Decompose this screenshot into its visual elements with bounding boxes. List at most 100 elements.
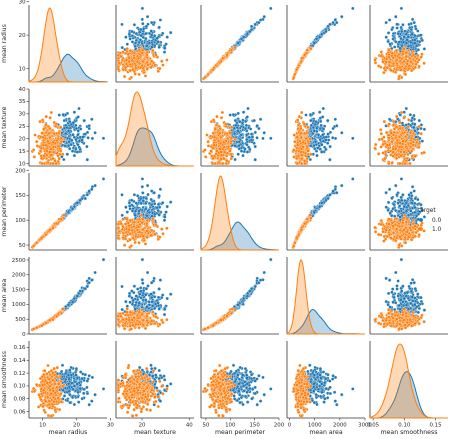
point-0.0-74 [261,136,265,141]
point-1.0-318 [228,149,232,153]
point-1.0-298 [292,75,296,80]
point-0.0-161 [78,127,83,131]
point-0.0-203 [313,139,318,144]
y-tick-label: 10 [19,66,26,72]
point-1.0-245 [379,145,383,149]
point-0.0-210 [75,201,79,205]
point-1.0-292 [40,118,45,122]
point-1.0-304 [141,66,145,70]
point-1.0-332 [51,140,55,145]
point-1.0-347 [145,53,149,57]
point-0.0-125 [255,124,259,128]
point-1.0-341 [419,55,423,59]
point-1.0-351 [212,143,216,147]
point-0.0-177 [72,153,77,158]
point-1.0-299 [117,61,121,65]
point-1.0-315 [35,139,39,144]
point-0.0-205 [66,210,71,215]
point-1.0-311 [306,125,310,129]
point-0.0-204 [139,27,143,32]
point-1.0-351 [385,66,389,70]
point-1.0-311 [151,48,155,53]
point-1.0-253 [44,114,48,119]
point-1.0-336 [224,154,229,158]
point-1.0-350 [398,65,402,70]
point-0.0-128 [406,35,410,39]
point-1.0-336 [410,154,415,158]
point-0.0-151 [74,123,78,128]
point-1.0-356 [219,150,223,154]
point-0.0-126 [253,130,257,135]
point-1.0-209 [374,142,378,147]
point-0.0-159 [419,33,423,37]
point-0.0-184 [405,38,409,42]
point-0.0-204 [324,138,328,142]
point-0.0-198 [314,37,319,41]
point-0.0-138 [316,133,321,137]
point-0.0-117 [326,141,330,145]
point-1.0-279 [143,74,148,78]
point-1.0-119 [379,128,383,132]
point-1.0-341 [419,131,423,136]
point-1.0-259 [389,68,393,72]
point-0.0-205 [236,41,240,45]
point-0.0-187 [413,122,417,126]
point-0.0-177 [384,35,388,39]
point-1.0-3 [165,58,169,62]
point-0.0-21 [125,42,129,46]
point-1.0-353 [395,153,399,157]
point-0.0-45 [245,115,249,119]
point-1.0-307 [39,146,43,150]
point-1.0-214 [213,127,217,131]
point-1.0-356 [219,59,223,64]
point-1.0-318 [59,149,63,153]
point-1.0-337 [305,156,309,161]
point-0.0-173 [318,137,322,142]
point-0.0-120 [143,32,148,36]
point-1.0-356 [299,150,303,154]
point-0.0-188 [416,48,420,52]
point-1.0-344 [302,159,307,163]
point-1.0-3 [220,110,225,115]
point-1.0-137 [406,124,410,129]
point-1.0-292 [158,66,162,71]
point-0.0-89 [404,106,408,111]
point-1.0-316 [422,61,426,65]
point-0.0-129 [331,126,335,131]
point-1.0-268 [38,149,43,153]
point-1.0-292 [211,118,216,122]
point-0.0-181 [234,123,238,128]
point-1.0-344 [404,54,409,59]
point-0.0-159 [149,33,154,37]
point-1.0-307 [211,146,215,150]
point-1.0-266 [382,66,386,70]
point-0.0-29 [394,15,398,19]
point-1.0-334 [413,65,417,70]
point-1.0-240 [116,67,121,71]
point-1.0-94 [417,64,421,69]
point-1.0-3 [399,110,404,115]
point-1.0-192 [391,119,396,124]
point-1.0-179 [160,59,164,63]
point-0.0-22 [82,118,86,123]
point-1.0-295 [122,74,127,79]
point-0.0-177 [124,35,128,39]
point-0.0-124 [255,136,259,140]
point-1.0-279 [292,133,296,137]
point-1.0-347 [302,53,307,57]
point-0.0-129 [87,189,91,193]
point-0.0-74 [410,17,415,22]
point-1.0-94 [417,124,421,129]
point-1.0-253 [395,114,399,119]
point-0.0-95 [85,144,89,149]
point-0.0-205 [147,41,152,45]
point-0.0-198 [391,37,395,41]
point-0.0-203 [137,40,141,45]
point-0.0-190 [133,41,138,45]
point-0.0-115 [258,117,263,121]
point-1.0-340 [387,48,391,52]
point-0.0-124 [86,136,90,140]
point-1.0-279 [33,133,37,137]
point-0.0-204 [80,138,84,142]
point-1.0-354 [394,156,399,160]
